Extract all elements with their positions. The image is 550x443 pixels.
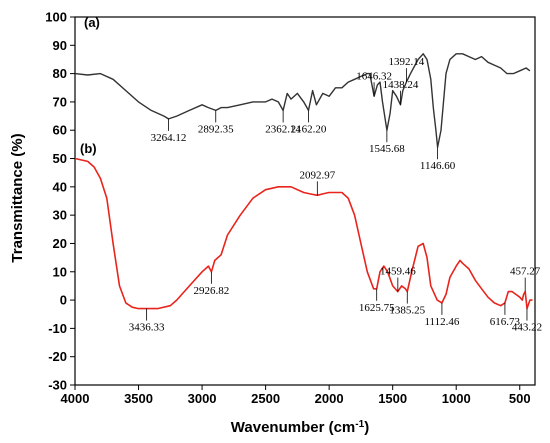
y-tick-label: 10	[53, 264, 67, 279]
x-axis-title-sup: -1	[355, 419, 364, 430]
peak-label-a: 1438.24	[383, 79, 419, 91]
y-tick-label: 30	[53, 208, 67, 223]
x-tick-label: 500	[509, 391, 531, 406]
peak-label-b: 616.73	[490, 316, 521, 328]
y-tick-label: 50	[53, 151, 67, 166]
x-axis-title: Wavenumber (cm-1)	[231, 419, 369, 436]
plot-frame	[74, 16, 536, 386]
y-tick-label: 100	[45, 10, 67, 25]
x-axis-title-main: Wavenumber (cm	[231, 419, 355, 436]
y-tick-label: 90	[53, 38, 67, 53]
peak-label-a: 1146.60	[420, 160, 456, 172]
y-tick-label: 80	[53, 66, 67, 81]
peak-label-a: 2892.35	[198, 123, 234, 135]
series-a-line	[74, 53, 531, 148]
x-tick-label: 2000	[315, 391, 344, 406]
y-tick-label: 20	[53, 236, 67, 251]
y-tick-label: 60	[53, 123, 67, 138]
x-tick-label: 2500	[251, 391, 280, 406]
peak-label-a: 2362.14	[265, 123, 301, 135]
x-tick-label: 1500	[378, 391, 407, 406]
y-tick-label: 0	[60, 293, 67, 308]
y-axis-title: Transmittance (%)	[9, 133, 26, 262]
peak-label-b: 1112.46	[424, 316, 459, 328]
peak-label-a: 1545.68	[369, 143, 405, 155]
y-tick-label: -10	[48, 321, 67, 336]
x-tick-label: 3500	[124, 391, 153, 406]
y-tick-label: 70	[53, 94, 67, 109]
y-tick-label: -20	[48, 349, 67, 364]
peak-label-b: 1459.46	[380, 266, 416, 278]
peak-label-a: 1392.14	[389, 56, 425, 68]
peak-label-b: 2926.82	[193, 285, 229, 297]
y-tick-label: -30	[48, 378, 67, 393]
peak-label-b: 457.27	[510, 266, 541, 278]
panel-label-a: (a)	[84, 15, 100, 30]
x-tick-label: 3000	[188, 391, 217, 406]
x-tick-label: 4000	[61, 391, 90, 406]
peak-label-b: 443.22	[512, 322, 542, 334]
y-tick-label: 40	[53, 179, 67, 194]
peak-label-b: 1625.75	[359, 302, 395, 314]
x-tick-label: 1000	[442, 391, 471, 406]
plot-area-border	[74, 16, 536, 386]
peak-label-a: 1646.32	[356, 70, 392, 82]
x-axis-title-close: )	[364, 419, 369, 436]
peak-label-b: 1385.25	[389, 305, 425, 317]
peak-label-a: 2162.20	[291, 123, 327, 135]
panel-label-b: (b)	[80, 141, 97, 156]
peak-label-b: 3436.33	[129, 322, 165, 334]
x-axis-ticks: 4000 3500 3000 2500 2000 1500 1000 500	[61, 385, 531, 406]
peak-label-b: 2092.97	[299, 169, 335, 181]
y-axis-ticks: -30 -20 -10 0 10 20 30 40 50 60 70 80 90 100	[45, 10, 75, 393]
peak-label-a: 3264.12	[151, 132, 187, 144]
